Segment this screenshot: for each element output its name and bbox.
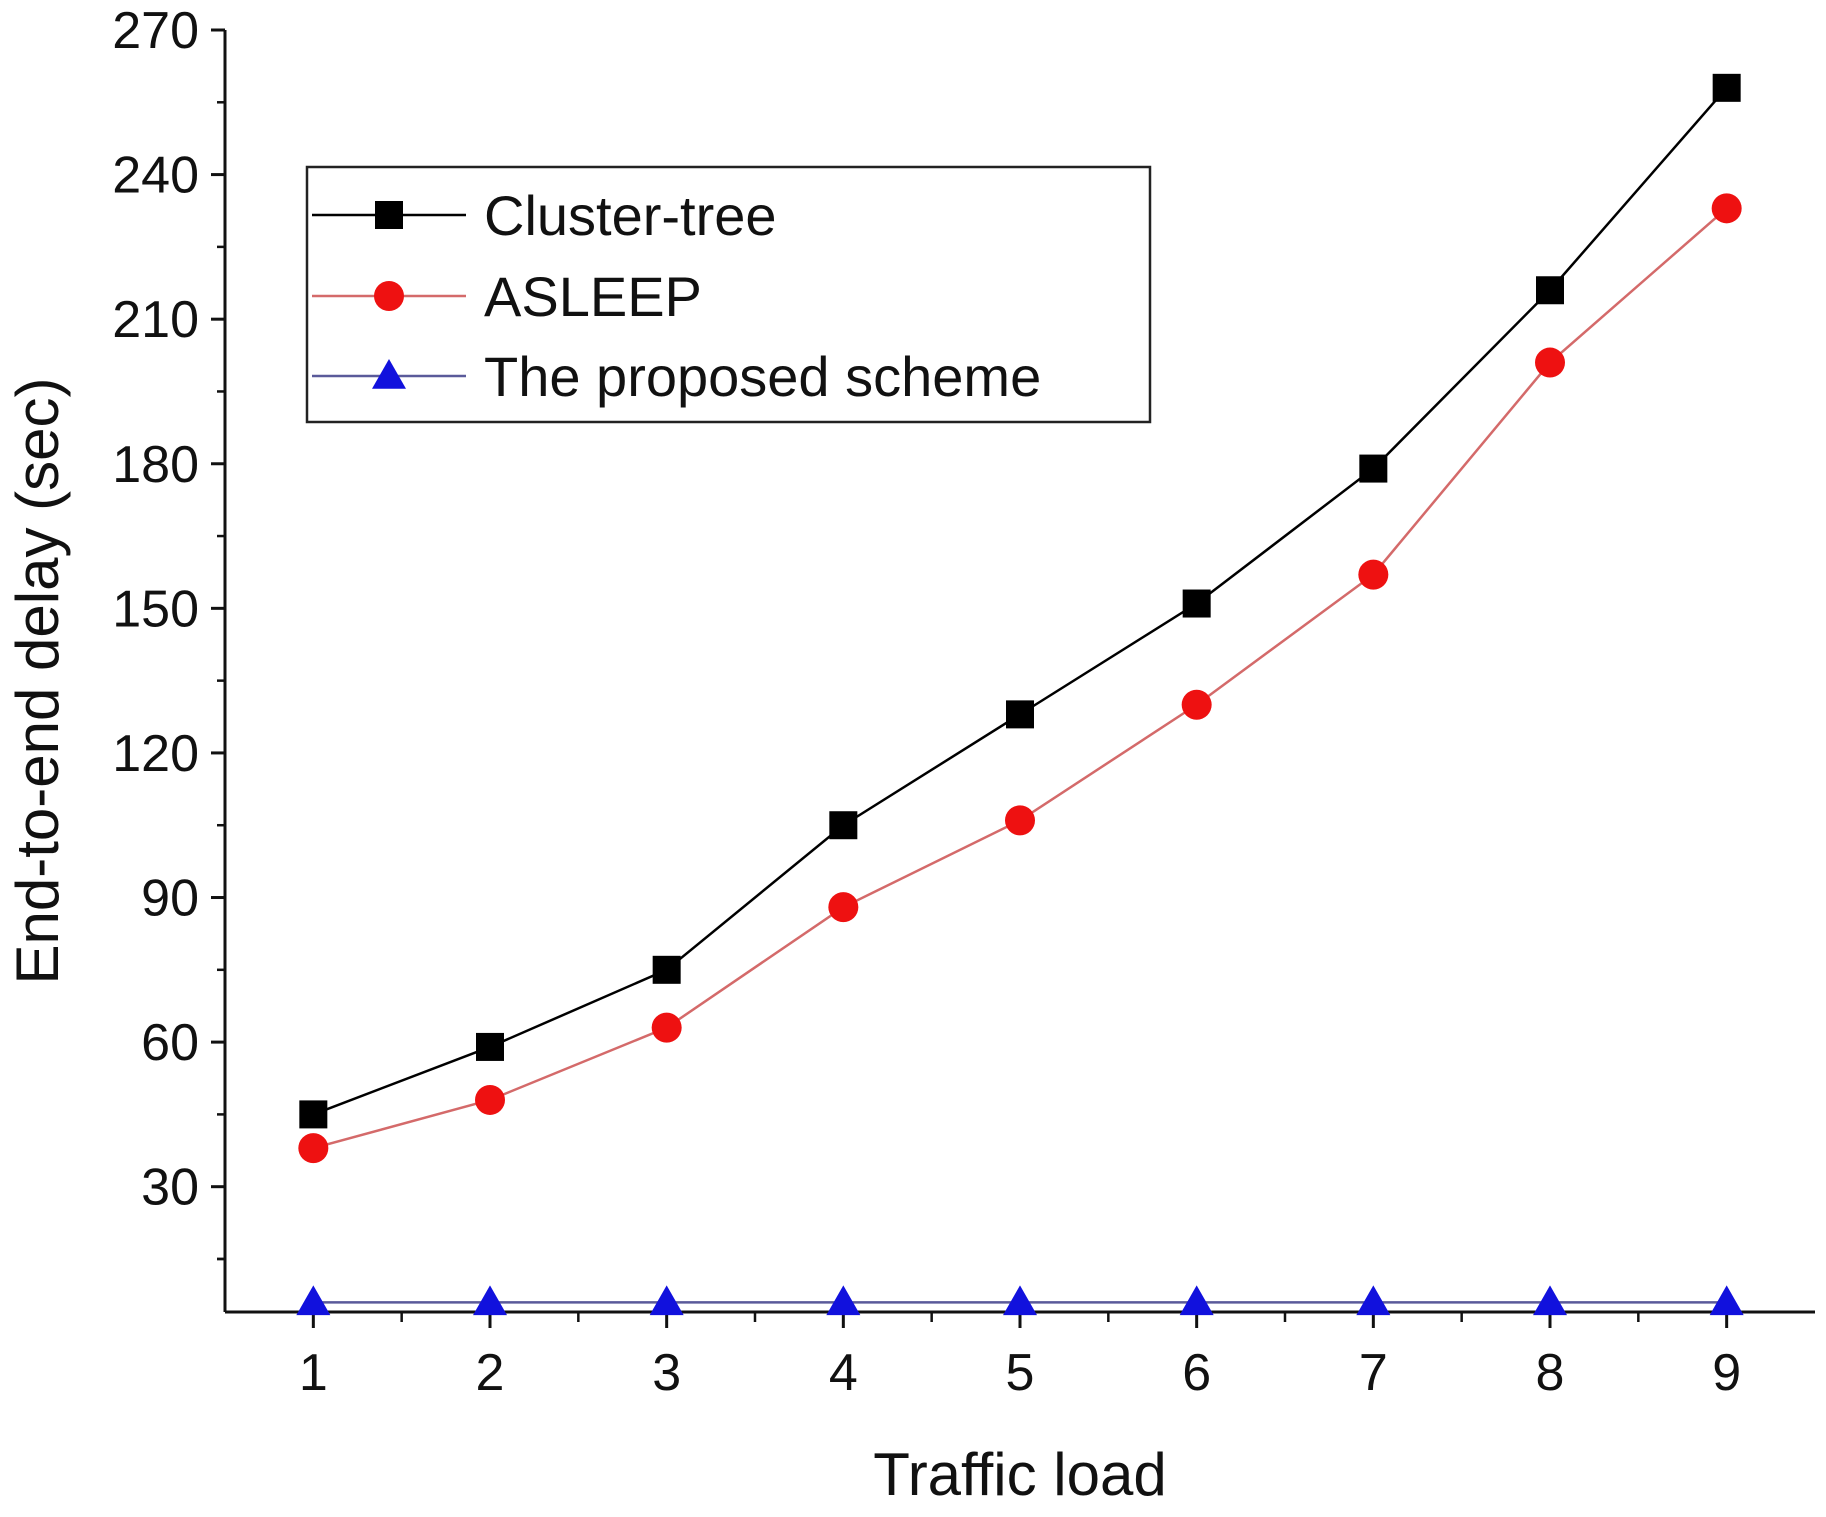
data-point-the-proposed-scheme xyxy=(1179,1285,1214,1316)
data-point-asleep xyxy=(1358,559,1389,590)
data-point-the-proposed-scheme xyxy=(826,1285,861,1316)
data-point-cluster-tree xyxy=(829,811,858,840)
data-point-asleep xyxy=(1711,193,1742,224)
data-point-asleep xyxy=(651,1012,682,1043)
legend-label-asleep: ASLEEP xyxy=(484,265,702,328)
data-point-asleep xyxy=(828,892,859,923)
data-point-the-proposed-scheme xyxy=(1533,1285,1567,1316)
data-point-asleep xyxy=(475,1084,505,1115)
data-point-the-proposed-scheme xyxy=(1356,1285,1391,1316)
data-point-the-proposed-scheme xyxy=(1709,1285,1744,1316)
data-point-the-proposed-scheme xyxy=(1003,1285,1037,1316)
data-point-asleep xyxy=(1535,347,1565,378)
data-point-cluster-tree xyxy=(299,1100,328,1129)
y-tick-label: 150 xyxy=(112,580,199,638)
data-point-cluster-tree xyxy=(476,1032,504,1061)
y-tick-label: 210 xyxy=(112,291,199,349)
y-tick-label: 90 xyxy=(141,870,199,928)
legend-marker-cluster-tree xyxy=(375,201,403,229)
data-point-cluster-tree xyxy=(1182,589,1211,618)
x-tick-label: 9 xyxy=(1712,1344,1741,1402)
data-point-the-proposed-scheme xyxy=(296,1285,331,1316)
x-tick-label: 3 xyxy=(652,1344,681,1402)
series-markers xyxy=(296,73,1744,1316)
legend-label-cluster-tree: Cluster-tree xyxy=(484,184,777,247)
data-point-the-proposed-scheme xyxy=(649,1285,684,1316)
data-point-the-proposed-scheme xyxy=(473,1285,507,1316)
y-tick-label: 240 xyxy=(112,147,199,205)
data-point-cluster-tree xyxy=(1712,73,1741,102)
data-point-cluster-tree xyxy=(652,955,681,984)
data-point-cluster-tree xyxy=(1006,700,1034,729)
y-tick-label: 120 xyxy=(112,725,199,783)
legend-marker-asleep xyxy=(374,281,404,311)
x-tick-label: 5 xyxy=(1006,1344,1035,1402)
data-point-asleep xyxy=(298,1133,329,1164)
axes: 30 60 90 120 150 180 210 240 270 1 2 3 4 5 6 7 8 9 xyxy=(112,2,1815,1402)
y-tick-label: 60 xyxy=(141,1014,199,1072)
x-tick-label: 1 xyxy=(299,1344,328,1402)
x-tick-label: 6 xyxy=(1182,1344,1211,1402)
y-axis-title: End-to-end delay (sec) xyxy=(4,378,71,985)
x-tick-label: 4 xyxy=(829,1344,858,1402)
legend: Cluster-tree ASLEEP The proposed scheme xyxy=(305,165,1152,424)
legend-marker-the-proposed-scheme xyxy=(372,359,406,389)
y-tick-label: 30 xyxy=(141,1159,199,1217)
data-point-cluster-tree xyxy=(1536,276,1564,305)
legend-label-the-proposed-scheme: The proposed scheme xyxy=(484,345,1041,408)
data-point-asleep xyxy=(1181,689,1212,720)
y-tick-label: 180 xyxy=(112,436,199,494)
y-tick-label: 270 xyxy=(112,2,199,60)
data-point-cluster-tree xyxy=(1359,454,1388,483)
x-tick-label: 8 xyxy=(1536,1344,1565,1402)
legend-box xyxy=(305,165,1152,424)
x-tick-label: 7 xyxy=(1359,1344,1388,1402)
x-tick-label: 2 xyxy=(476,1344,505,1402)
data-point-asleep xyxy=(1005,805,1035,836)
x-axis-title: Traffic load xyxy=(873,1441,1166,1508)
